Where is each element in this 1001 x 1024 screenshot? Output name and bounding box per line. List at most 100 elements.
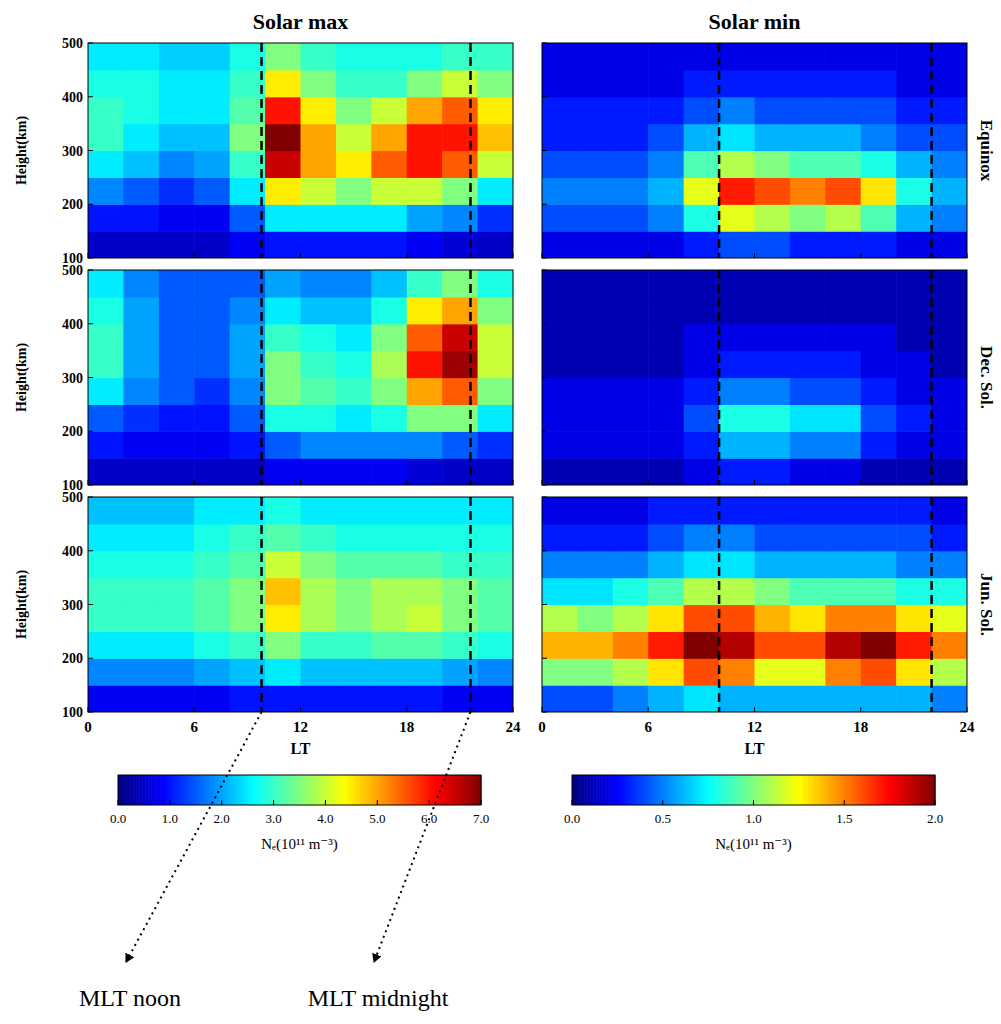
heat-cell [336,658,372,685]
heat-cell [932,97,967,124]
x-tick [194,707,195,712]
colorbar-tick [273,800,274,805]
heat-cell [442,124,478,151]
heat-cell [407,578,443,605]
frame [542,270,967,485]
heat-cell [613,578,649,605]
heat-cell [648,524,684,551]
heat-cell [613,658,649,685]
heat-cell [88,231,124,258]
heat-cell [896,177,932,204]
heat-cell [577,458,613,485]
heat-cell [230,497,266,524]
heat-cell [755,351,791,378]
heat-cell [719,631,755,658]
heat-cell [478,431,513,458]
heat-cell [861,458,897,485]
heat-cell [755,97,791,124]
heat-cell [478,43,513,70]
heat-cell [371,458,407,485]
y-tick-label: 200 [62,197,83,212]
colorbar-tick [325,800,326,805]
x-tick-label: 24 [960,719,976,735]
heat-cell [861,551,897,578]
heat-cell [159,378,195,405]
heat-cell [230,177,266,204]
heat-cell [301,404,337,431]
heat-cell [88,97,124,124]
heat-cell [613,43,649,70]
y-tick-label: 300 [62,598,83,613]
panel: Solar minEquinox [542,9,996,259]
heat-cell [336,631,372,658]
heat-cell [478,351,513,378]
heat-cell [407,605,443,632]
heat-cell [230,605,266,632]
row-label: Dec. Sol. [977,346,996,409]
heat-cell [613,70,649,97]
heat-cell [684,378,720,405]
heat-cell [648,297,684,324]
y-tick [542,96,547,97]
y-tick [542,270,547,271]
heat-cell [88,324,124,351]
heat-cell [230,270,266,297]
heat-cell [265,658,301,685]
heat-cell [88,431,124,458]
y-axis-title: Height(km) [14,116,30,186]
heat-cell [336,177,372,204]
heat-cell [230,578,266,605]
heat-cell [542,231,578,258]
heat-cell [861,497,897,524]
y-tick-label: 400 [62,544,83,559]
heat-cell [159,605,195,632]
heat-cell [755,524,791,551]
heat-cell [407,497,443,524]
heat-cell [861,431,897,458]
heat-cell [336,204,372,231]
heat-cell [88,151,124,178]
colorbar-tick-label: 2.0 [214,811,230,826]
heat-cell [407,70,443,97]
x-tick [754,253,755,258]
colorbar-tick-label: 1.5 [836,811,852,826]
heat-cell [371,70,407,97]
heat-cell [478,324,513,351]
heat-cell [613,124,649,151]
heat-cell [755,70,791,97]
heat-cell [684,124,720,151]
heat-cell [88,524,124,551]
heat-cell [371,524,407,551]
x-tick [406,707,407,712]
heat-cell [159,324,195,351]
colorbar-tick [118,800,119,805]
heat-cell [684,605,720,632]
x-tick [754,480,755,485]
x-tick [194,253,195,258]
heat-cell [613,231,649,258]
heat-cell [336,578,372,605]
heat-cell [613,631,649,658]
heat-cell [159,685,195,712]
heat-cell [755,458,791,485]
heat-cell [407,231,443,258]
heat-cell [825,297,861,324]
heat-cell [478,270,513,297]
heat-cell [407,204,443,231]
mlt-line [930,270,933,485]
annotation-text: MLT noon [79,985,181,1011]
heat-cell [542,297,578,324]
heat-cell [755,551,791,578]
heat-cell [301,685,337,712]
heat-cell [613,378,649,405]
heat-cell [442,404,478,431]
heat-cell [336,458,372,485]
heat-cell [932,151,967,178]
heat-cell [825,124,861,151]
heat-cell [648,551,684,578]
colorbar-tick-label: 0.0 [564,811,580,826]
heat-cell [719,658,755,685]
y-tick [542,712,547,713]
heat-cell [755,605,791,632]
heat-cell [478,231,513,258]
